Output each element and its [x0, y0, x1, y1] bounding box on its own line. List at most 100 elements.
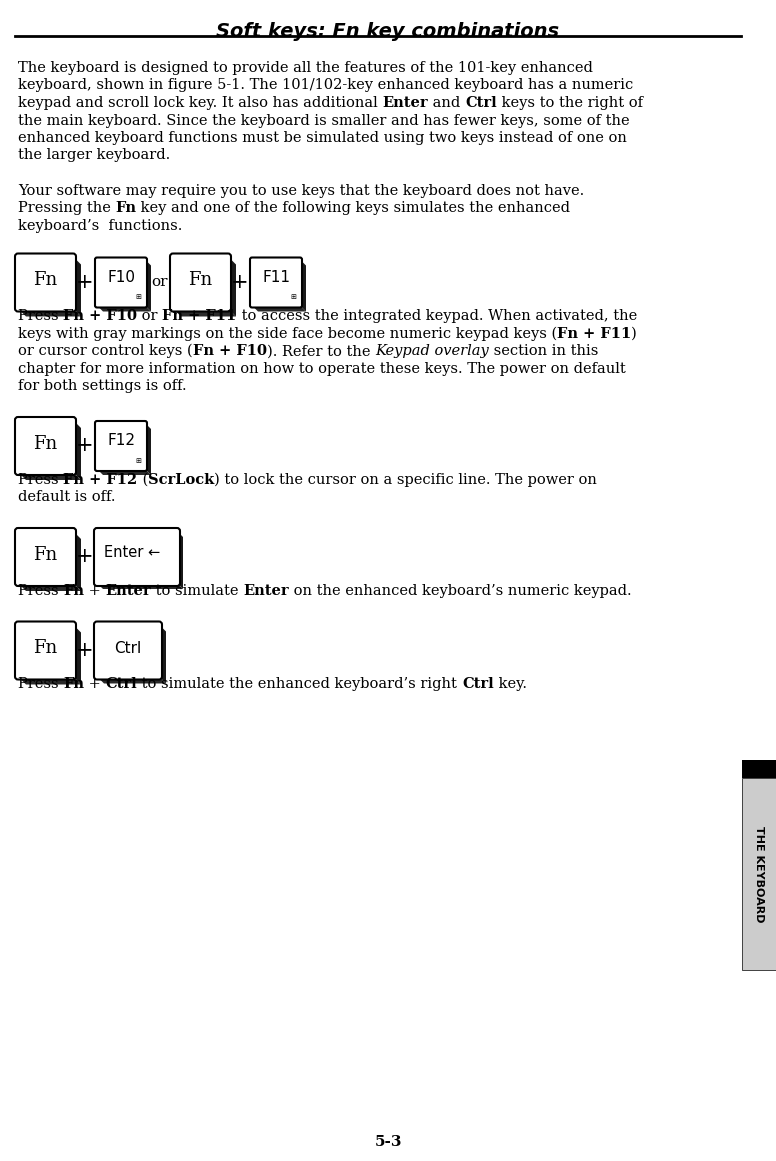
Polygon shape	[145, 423, 151, 475]
Text: ⊞: ⊞	[290, 295, 296, 301]
Text: F12: F12	[107, 433, 135, 448]
Text: or: or	[151, 275, 168, 289]
Text: keyboard, shown in figure 5-1. The 101/102-key enhanced keyboard has a numeric: keyboard, shown in figure 5-1. The 101/1…	[18, 79, 633, 93]
Text: +: +	[76, 437, 94, 455]
FancyBboxPatch shape	[94, 621, 162, 679]
Text: Fn + F12: Fn + F12	[64, 473, 137, 486]
Text: Ctrl: Ctrl	[465, 96, 497, 110]
Text: +: +	[76, 641, 94, 659]
Polygon shape	[97, 677, 166, 684]
Text: the larger keyboard.: the larger keyboard.	[18, 149, 170, 163]
Text: Press: Press	[18, 678, 64, 692]
Polygon shape	[252, 305, 306, 311]
Polygon shape	[159, 625, 166, 684]
Text: +: +	[85, 678, 106, 692]
Polygon shape	[18, 473, 81, 479]
Text: Enter ←: Enter ←	[104, 546, 160, 561]
FancyBboxPatch shape	[94, 528, 180, 586]
Text: to simulate the enhanced keyboard’s right: to simulate the enhanced keyboard’s righ…	[137, 678, 462, 692]
Text: Fn: Fn	[33, 546, 57, 564]
Text: Soft keys: Fn key combinations: Soft keys: Fn key combinations	[217, 22, 559, 41]
Text: The keyboard is designed to provide all the features of the 101-key enhanced: The keyboard is designed to provide all …	[18, 62, 593, 75]
Text: to access the integrated keypad. When activated, the: to access the integrated keypad. When ac…	[237, 310, 637, 324]
Text: Ctrl: Ctrl	[114, 641, 142, 656]
Text: Fn + F10: Fn + F10	[192, 345, 267, 359]
Polygon shape	[97, 305, 151, 311]
Text: enhanced keyboard functions must be simulated using two keys instead of one on: enhanced keyboard functions must be simu…	[18, 131, 627, 145]
Text: chapter for more information on how to operate these keys. The power on default: chapter for more information on how to o…	[18, 362, 625, 376]
Text: Fn: Fn	[33, 640, 57, 657]
Polygon shape	[73, 420, 81, 479]
FancyBboxPatch shape	[15, 621, 76, 679]
FancyBboxPatch shape	[170, 253, 231, 311]
Text: +: +	[85, 584, 106, 598]
Text: or cursor control keys (: or cursor control keys (	[18, 344, 192, 359]
FancyBboxPatch shape	[95, 421, 147, 471]
Text: THE KEYBOARD: THE KEYBOARD	[754, 825, 764, 922]
Text: ⊞: ⊞	[135, 457, 141, 464]
Text: Fn: Fn	[189, 272, 213, 289]
Text: Press: Press	[18, 473, 64, 486]
Polygon shape	[145, 260, 151, 311]
Polygon shape	[73, 531, 81, 591]
FancyBboxPatch shape	[15, 528, 76, 586]
Text: Enter: Enter	[106, 584, 151, 598]
Text: ) to lock the cursor on a specific line. The power on: ) to lock the cursor on a specific line.…	[214, 473, 597, 486]
FancyBboxPatch shape	[15, 253, 76, 311]
Text: +: +	[231, 273, 249, 293]
Text: on the enhanced keyboard’s numeric keypad.: on the enhanced keyboard’s numeric keypa…	[289, 584, 632, 598]
Text: Pressing the: Pressing the	[18, 202, 116, 216]
Text: Keypad overlay: Keypad overlay	[375, 345, 489, 359]
Polygon shape	[300, 260, 306, 311]
Text: Fn + F10: Fn + F10	[64, 310, 137, 324]
Polygon shape	[73, 625, 81, 685]
Text: or: or	[137, 310, 162, 324]
Text: +: +	[76, 548, 94, 567]
Polygon shape	[73, 257, 81, 317]
FancyBboxPatch shape	[15, 417, 76, 475]
Text: for both settings is off.: for both settings is off.	[18, 380, 186, 394]
Polygon shape	[18, 309, 81, 317]
Bar	[742, 760, 776, 778]
FancyBboxPatch shape	[250, 258, 302, 308]
Text: default is off.: default is off.	[18, 490, 116, 505]
Text: ): )	[632, 327, 637, 341]
Polygon shape	[97, 469, 151, 475]
Text: +: +	[76, 273, 94, 293]
Text: Enter: Enter	[244, 584, 289, 598]
Text: Fn: Fn	[33, 435, 57, 453]
Text: Ctrl: Ctrl	[462, 678, 494, 692]
FancyBboxPatch shape	[95, 258, 147, 308]
Text: Press: Press	[18, 584, 64, 598]
Text: ScrLock: ScrLock	[147, 473, 214, 486]
Text: ). Refer to the: ). Refer to the	[267, 345, 375, 359]
Text: F10: F10	[107, 271, 135, 284]
Polygon shape	[97, 583, 183, 589]
Text: keypad and scroll lock key. It also has additional: keypad and scroll lock key. It also has …	[18, 96, 383, 110]
Text: Fn: Fn	[33, 272, 57, 289]
Text: Fn + F11: Fn + F11	[557, 327, 632, 341]
Polygon shape	[228, 257, 236, 317]
Text: Fn: Fn	[64, 678, 85, 692]
Polygon shape	[173, 309, 236, 317]
Text: key and one of the following keys simulates the enhanced: key and one of the following keys simula…	[137, 202, 570, 216]
Text: keyboard’s  functions.: keyboard’s functions.	[18, 219, 182, 233]
Text: and: and	[428, 96, 465, 110]
Text: 5-3: 5-3	[374, 1135, 402, 1149]
Text: key.: key.	[494, 678, 527, 692]
Text: Fn: Fn	[64, 584, 85, 598]
Text: Fn: Fn	[116, 202, 137, 216]
Polygon shape	[18, 583, 81, 591]
Text: (: (	[137, 473, 147, 486]
Text: the main keyboard. Since the keyboard is smaller and has fewer keys, some of the: the main keyboard. Since the keyboard is…	[18, 114, 629, 128]
Polygon shape	[177, 531, 183, 589]
Polygon shape	[18, 677, 81, 685]
Text: Ctrl: Ctrl	[106, 678, 137, 692]
Text: ⊞: ⊞	[135, 295, 141, 301]
Text: Enter: Enter	[383, 96, 428, 110]
Text: to simulate: to simulate	[151, 584, 244, 598]
Text: keys to the right of: keys to the right of	[497, 96, 643, 110]
Bar	[742, 778, 776, 969]
Text: F11: F11	[262, 271, 290, 284]
Text: Fn + F11: Fn + F11	[162, 310, 237, 324]
